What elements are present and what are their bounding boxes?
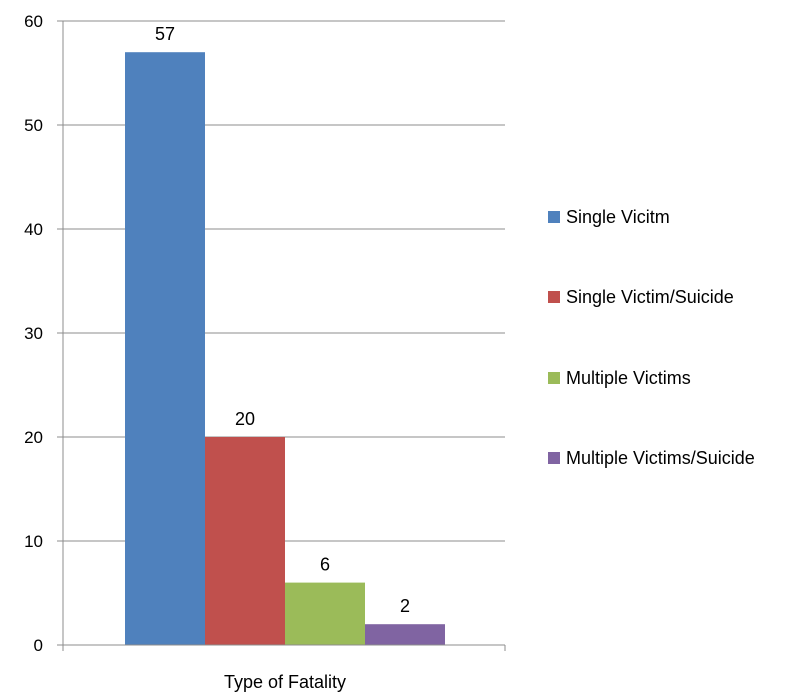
legend: Single Vicitm Single Victim/Suicide Multip… [548, 0, 798, 693]
bar [285, 582, 365, 645]
legend-swatch [548, 291, 560, 303]
bar [125, 52, 205, 645]
bar [205, 437, 285, 645]
data-labels: 57 20 6 2 [155, 24, 410, 616]
legend-label: Single Vicitm [566, 207, 670, 227]
data-label: 6 [320, 555, 330, 575]
legend-swatch [548, 211, 560, 223]
legend-item: Single Vicitm [548, 203, 796, 231]
bar [365, 624, 445, 645]
legend-swatch [548, 372, 560, 384]
legend-swatch [548, 452, 560, 464]
y-tick-labels: 0 10 20 30 40 50 60 [24, 12, 43, 655]
y-tick-label: 10 [24, 532, 43, 551]
data-label: 2 [400, 596, 410, 616]
data-label: 20 [235, 409, 255, 429]
y-tick-label: 0 [34, 636, 43, 655]
legend-item: Multiple Victims/Suicide [548, 444, 796, 472]
y-tick-label: 60 [24, 12, 43, 31]
axes [62, 21, 506, 651]
legend-label: Single Victim/Suicide [566, 287, 734, 307]
y-tick-label: 20 [24, 428, 43, 447]
bars [125, 52, 445, 645]
y-tick-label: 30 [24, 324, 43, 343]
y-tick-label: 40 [24, 220, 43, 239]
legend-label: Multiple Victims/Suicide [566, 448, 755, 468]
data-label: 57 [155, 24, 175, 44]
legend-item: Single Victim/Suicide [548, 283, 796, 311]
legend-item: Multiple Victims [548, 364, 796, 392]
y-tick-label: 50 [24, 116, 43, 135]
x-axis-title: Type of Fatality [224, 672, 346, 692]
legend-label: Multiple Victims [566, 368, 691, 388]
